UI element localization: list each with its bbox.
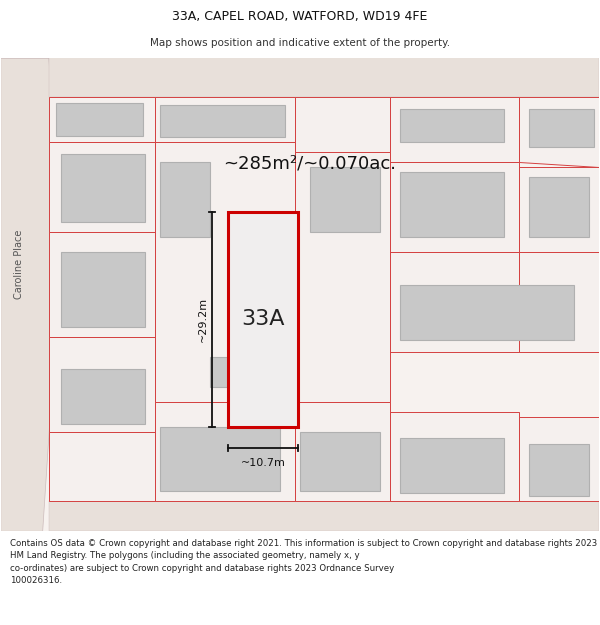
Bar	[529, 109, 594, 148]
Text: Caroline Place: Caroline Place	[14, 230, 24, 299]
Text: ~29.2m: ~29.2m	[198, 297, 208, 342]
Bar	[49, 501, 599, 531]
Bar	[529, 177, 589, 237]
Polygon shape	[390, 98, 520, 162]
Text: 33A: 33A	[241, 309, 285, 329]
Bar	[310, 168, 380, 232]
Polygon shape	[390, 412, 520, 501]
Polygon shape	[49, 337, 155, 431]
Polygon shape	[295, 152, 390, 402]
Polygon shape	[49, 232, 155, 337]
Text: 33A, CAPEL ROAD, WATFORD, WD19 4FE: 33A, CAPEL ROAD, WATFORD, WD19 4FE	[172, 9, 428, 22]
Polygon shape	[520, 416, 599, 501]
Bar	[160, 162, 210, 237]
Bar	[400, 173, 505, 237]
Bar	[160, 426, 280, 491]
Bar	[300, 431, 380, 491]
Bar	[400, 109, 505, 142]
Text: Map shows position and indicative extent of the property.: Map shows position and indicative extent…	[150, 38, 450, 48]
Bar	[529, 444, 589, 496]
Bar	[228, 212, 298, 426]
Bar	[160, 106, 285, 138]
Polygon shape	[520, 98, 599, 168]
Bar	[61, 252, 145, 327]
Polygon shape	[49, 98, 155, 142]
Polygon shape	[1, 58, 62, 531]
Polygon shape	[520, 252, 599, 352]
Bar	[61, 369, 145, 424]
Polygon shape	[390, 252, 520, 352]
Text: Contains OS data © Crown copyright and database right 2021. This information is : Contains OS data © Crown copyright and d…	[10, 539, 600, 585]
Polygon shape	[295, 98, 390, 158]
Polygon shape	[155, 402, 295, 501]
Polygon shape	[390, 162, 520, 252]
Polygon shape	[295, 402, 390, 501]
Bar	[61, 154, 145, 222]
Polygon shape	[155, 98, 295, 142]
Bar	[400, 285, 574, 340]
Bar	[49, 58, 599, 98]
Text: ~10.7m: ~10.7m	[241, 459, 286, 469]
Polygon shape	[520, 168, 599, 252]
Bar	[210, 357, 250, 387]
Polygon shape	[49, 142, 155, 232]
Polygon shape	[49, 431, 155, 501]
Text: ~285m²/~0.070ac.: ~285m²/~0.070ac.	[223, 154, 397, 173]
Bar	[56, 103, 143, 136]
Polygon shape	[155, 142, 295, 402]
Bar	[400, 439, 505, 493]
